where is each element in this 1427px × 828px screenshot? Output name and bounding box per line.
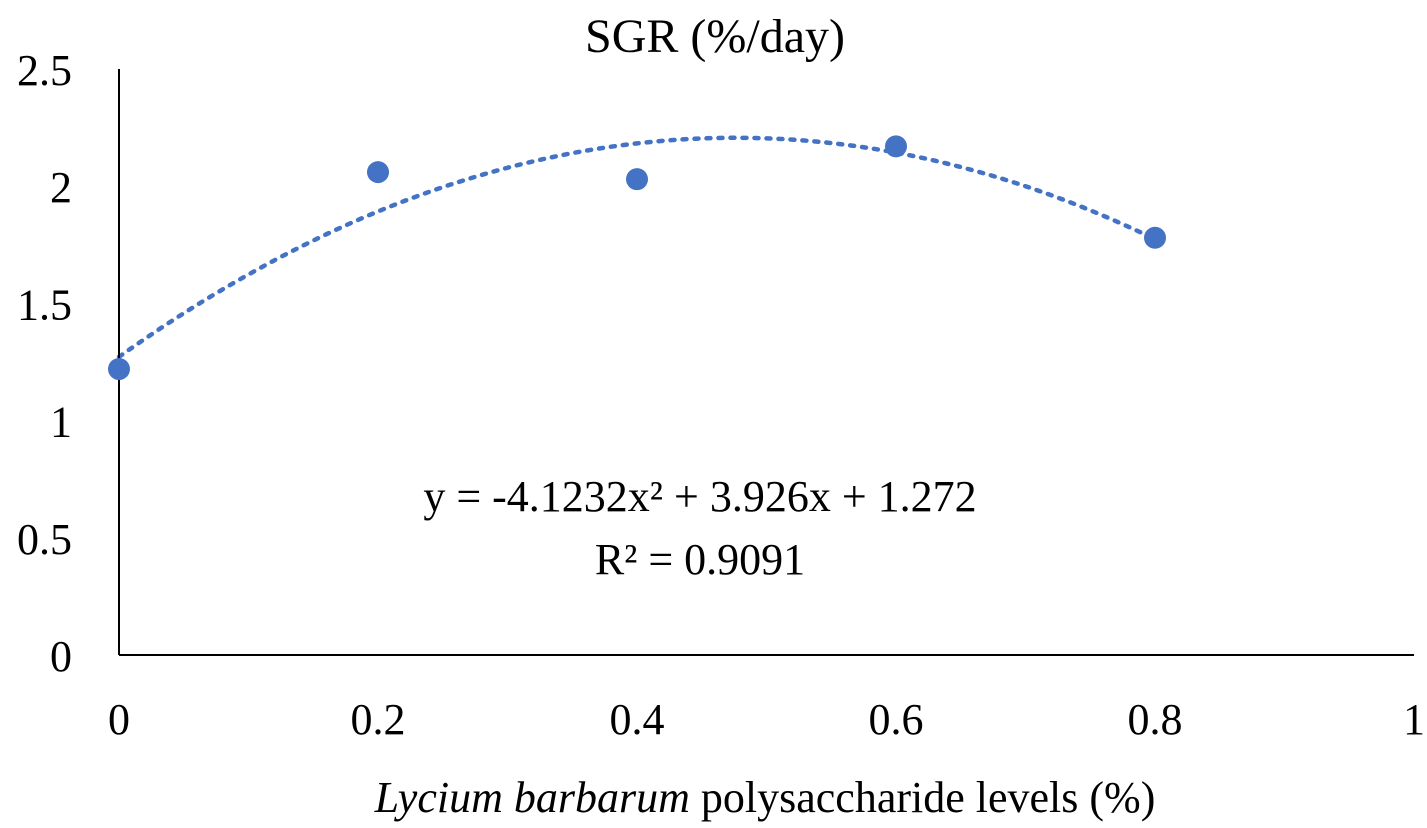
- y-tick-label: 1: [50, 398, 72, 447]
- data-point: [885, 135, 907, 158]
- chart-title: SGR (%/day): [585, 10, 845, 63]
- x-tick-label: 1: [1403, 695, 1425, 744]
- trendline-curve: [116, 135, 1158, 360]
- trendline-r-squared: R² = 0.9091: [595, 535, 805, 584]
- y-tick-label: 1.5: [17, 280, 72, 329]
- data-point: [626, 168, 648, 191]
- data-points-layer: [108, 135, 1166, 381]
- tick-labels-layer: 0 0.5 1 1.5 2 2.5 0 0.2 0.4 0.6 0.8 1: [17, 46, 1425, 744]
- y-tick-label: 2.5: [17, 46, 72, 95]
- y-tick-label: 2: [50, 163, 72, 212]
- x-tick-label: 0.8: [1128, 695, 1183, 744]
- trendline-equation: y = -4.1232x² + 3.926x + 1.272: [423, 472, 976, 521]
- x-axis-title-rest: polysaccharide levels (%): [690, 773, 1155, 822]
- trendline-layer: [116, 135, 1158, 360]
- x-tick-label: 0.4: [610, 695, 665, 744]
- x-tick-label: 0: [108, 695, 130, 744]
- x-tick-label: 0.2: [351, 695, 406, 744]
- y-tick-label: 0: [50, 632, 72, 681]
- data-point: [367, 161, 389, 184]
- x-axis-title: Lycium barbarum polysaccharide levels (%…: [374, 773, 1156, 822]
- data-point: [108, 358, 130, 381]
- y-tick-label: 0.5: [17, 515, 72, 564]
- x-tick-label: 0.6: [869, 695, 924, 744]
- x-axis-title-italic: Lycium barbarum: [374, 773, 690, 822]
- data-point: [1144, 226, 1166, 249]
